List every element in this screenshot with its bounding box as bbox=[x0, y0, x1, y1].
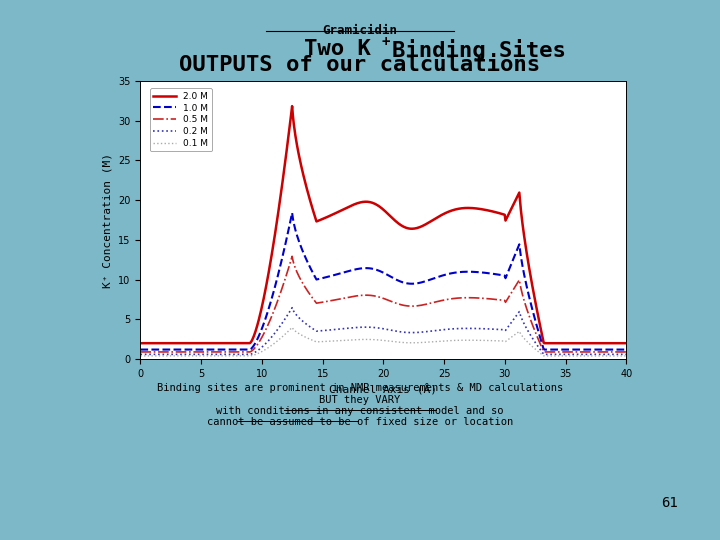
Text: Binding sites are prominent in NMR measurements & MD calculations: Binding sites are prominent in NMR measu… bbox=[157, 383, 563, 394]
Text: Gramicidin: Gramicidin bbox=[323, 24, 397, 37]
Text: BUT they VARY: BUT they VARY bbox=[320, 395, 400, 406]
Text: Two K: Two K bbox=[304, 39, 371, 59]
Text: OUTPUTS of our calculations: OUTPUTS of our calculations bbox=[179, 55, 541, 75]
Legend: 2.0 M, 1.0 M, 0.5 M, 0.2 M, 0.1 M: 2.0 M, 1.0 M, 0.5 M, 0.2 M, 0.1 M bbox=[150, 89, 212, 151]
Y-axis label: K⁺ Concentration (M): K⁺ Concentration (M) bbox=[103, 152, 112, 287]
Text: 61: 61 bbox=[661, 496, 678, 510]
X-axis label: Channel Axis (Å): Channel Axis (Å) bbox=[330, 384, 438, 396]
Text: Binding Sites: Binding Sites bbox=[392, 39, 565, 61]
Text: cannot be assumed to be of fixed size or location: cannot be assumed to be of fixed size or… bbox=[207, 417, 513, 427]
Text: +: + bbox=[382, 35, 390, 49]
Text: with conditions in any consistent model and so: with conditions in any consistent model … bbox=[216, 406, 504, 416]
